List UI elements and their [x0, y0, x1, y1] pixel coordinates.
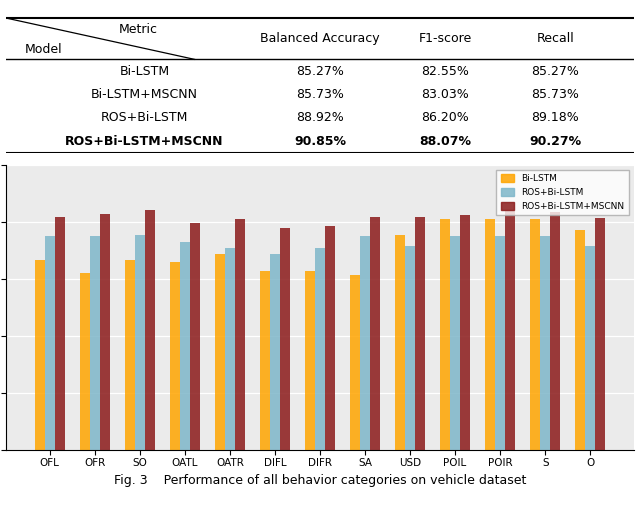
Text: Bi-LSTM+MSCNN: Bi-LSTM+MSCNN [91, 88, 198, 101]
Bar [360, 236, 370, 512]
Bar [270, 253, 280, 512]
Bar [585, 246, 595, 512]
Bar [540, 237, 550, 512]
Bar [460, 216, 470, 512]
Text: 85.27%: 85.27% [296, 65, 344, 77]
Bar [235, 219, 244, 512]
Bar [396, 234, 405, 512]
Bar [450, 236, 460, 512]
Bar [225, 248, 235, 512]
Bar [260, 271, 270, 512]
Text: Fig. 3    Performance of all behavior categories on vehicle dataset: Fig. 3 Performance of all behavior categ… [114, 474, 526, 486]
Bar [125, 260, 135, 512]
Bar [505, 211, 515, 512]
Text: 86.20%: 86.20% [422, 111, 469, 124]
Text: 90.85%: 90.85% [294, 135, 346, 148]
Text: Model: Model [25, 43, 63, 56]
Text: 89.18%: 89.18% [531, 111, 579, 124]
Bar [495, 237, 505, 512]
Legend: Bi-LSTM, ROS+Bi-LSTM, ROS+Bi-LSTM+MSCNN: Bi-LSTM, ROS+Bi-LSTM, ROS+Bi-LSTM+MSCNN [496, 170, 629, 215]
Bar [325, 226, 335, 512]
Bar [135, 236, 145, 512]
Bar [35, 260, 45, 512]
Bar [575, 230, 585, 512]
Bar [370, 217, 380, 512]
Text: 88.07%: 88.07% [419, 135, 472, 148]
Bar [190, 223, 200, 512]
Bar [550, 212, 560, 512]
Text: Balanced Accuracy: Balanced Accuracy [260, 32, 380, 45]
Bar [170, 262, 180, 512]
Text: 85.73%: 85.73% [531, 88, 579, 101]
Bar [315, 248, 325, 512]
Bar [531, 219, 540, 512]
Text: 82.55%: 82.55% [422, 65, 469, 77]
Bar [90, 237, 100, 512]
Text: ROS+Bi-LSTM: ROS+Bi-LSTM [100, 111, 188, 124]
Text: Metric: Metric [118, 23, 157, 36]
Bar [415, 217, 425, 512]
Text: 85.73%: 85.73% [296, 88, 344, 101]
Text: 90.27%: 90.27% [529, 135, 581, 148]
Text: ROS+Bi-LSTM+MSCNN: ROS+Bi-LSTM+MSCNN [65, 135, 223, 148]
Bar [215, 253, 225, 512]
Bar [45, 236, 55, 512]
Text: 85.27%: 85.27% [531, 65, 579, 77]
Bar [55, 217, 65, 512]
Bar [180, 242, 190, 512]
Bar [80, 273, 90, 512]
Text: Bi-LSTM: Bi-LSTM [119, 65, 170, 77]
Bar [145, 210, 155, 512]
Text: F1-score: F1-score [419, 32, 472, 45]
Text: 88.92%: 88.92% [296, 111, 344, 124]
Bar [440, 219, 450, 512]
Bar [595, 218, 605, 512]
Bar [485, 219, 495, 512]
Bar [305, 271, 315, 512]
Bar [405, 246, 415, 512]
Text: Recall: Recall [536, 32, 574, 45]
Bar [280, 228, 290, 512]
Bar [350, 274, 360, 512]
Text: 83.03%: 83.03% [422, 88, 469, 101]
Bar [100, 214, 109, 512]
